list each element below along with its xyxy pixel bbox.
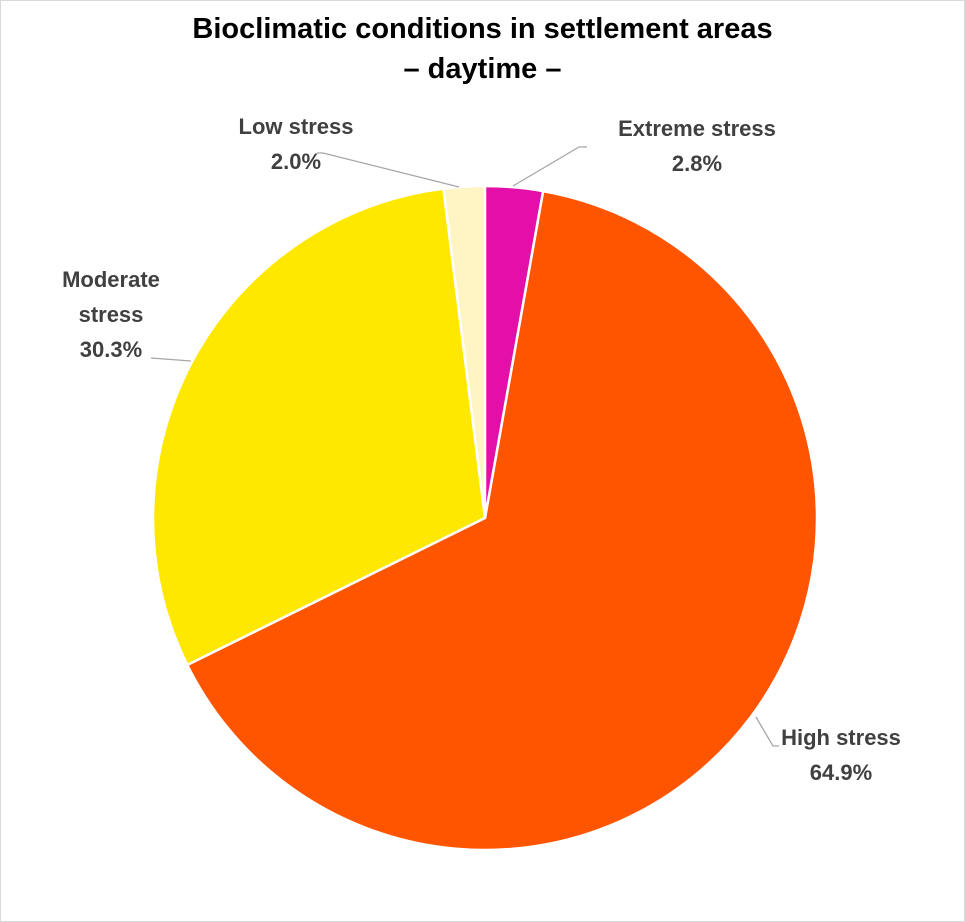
value-label: 2.8% (671, 151, 723, 176)
chart-title: Bioclimatic conditions in settlement are… (192, 13, 773, 45)
leader-line (317, 152, 460, 188)
data-label: Low stress 2.0% (239, 109, 354, 179)
leader-lines (150, 146, 779, 747)
category-label: Low stress (238, 114, 354, 139)
pie-slice (483, 184, 545, 519)
leader-line (512, 146, 587, 187)
leader-line (150, 357, 192, 362)
data-label: Extreme stress 2.8% (618, 111, 776, 181)
leader-line (755, 716, 779, 747)
value-label: 30.3% (79, 337, 143, 362)
pie-slice (151, 187, 487, 667)
data-label: Moderate stress 30.3% (46, 262, 176, 367)
category-label: Moderate stress (62, 267, 160, 327)
chart-subtitle: – daytime – (403, 53, 562, 85)
value-label: 64.9% (809, 760, 873, 785)
data-label: High stress 64.9% (781, 720, 901, 790)
pie-slice (185, 189, 819, 852)
value-label: 2.0% (270, 149, 322, 174)
category-label: Extreme stress (618, 116, 776, 141)
category-label: High stress (781, 725, 901, 750)
